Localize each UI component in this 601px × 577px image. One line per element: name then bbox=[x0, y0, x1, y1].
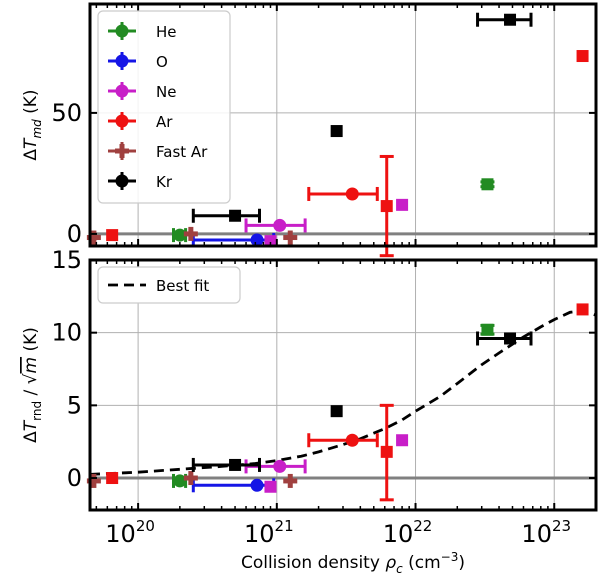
x-tick-exponent: 21 bbox=[275, 517, 294, 535]
bottom-legend: Best fit bbox=[97, 266, 241, 304]
bottom-series-kr bbox=[191, 331, 533, 472]
x-tick-label: 1022 bbox=[383, 517, 433, 548]
best-fit-line bbox=[89, 309, 597, 476]
data-point bbox=[330, 125, 343, 138]
bottom-series-o bbox=[191, 478, 276, 493]
legend-box bbox=[97, 266, 241, 304]
data-point-v bbox=[91, 473, 97, 488]
symbol: T bbox=[21, 137, 41, 149]
top-series-fast-ar bbox=[86, 226, 298, 245]
symbol: T bbox=[21, 419, 41, 431]
data-point bbox=[250, 233, 264, 247]
legend-label: O bbox=[156, 53, 168, 71]
data-point bbox=[273, 459, 287, 473]
x-tick-exponent: 23 bbox=[552, 517, 571, 535]
bottom-series-fast-ar bbox=[86, 471, 298, 488]
data-point bbox=[273, 218, 287, 232]
symbol: ρ bbox=[385, 553, 396, 573]
bottom-series-ar bbox=[106, 303, 589, 502]
data-point bbox=[396, 434, 409, 447]
legend-label: Best fit bbox=[156, 277, 209, 295]
top-y-axis-label: ΔTmd (K) bbox=[21, 89, 44, 160]
data-point bbox=[576, 303, 589, 316]
unit: / √ bbox=[21, 373, 41, 401]
x-tick-label: 1023 bbox=[521, 517, 571, 548]
data-point-v bbox=[287, 230, 293, 245]
data-point bbox=[504, 13, 517, 26]
data-point bbox=[250, 478, 264, 492]
bottom-series-ne bbox=[244, 434, 409, 493]
data-point bbox=[576, 50, 589, 63]
legend-marker bbox=[115, 54, 129, 68]
legend-marker bbox=[115, 114, 129, 128]
top-series-he bbox=[172, 178, 495, 243]
bottom-series-he bbox=[172, 323, 495, 488]
x-axis-label: Collision density ρc (cm−3) bbox=[241, 550, 465, 576]
data-point-v bbox=[91, 230, 97, 245]
legend-marker bbox=[115, 24, 129, 38]
x-tick-exponent: 20 bbox=[136, 517, 155, 535]
data-point bbox=[173, 228, 187, 242]
legend-label: He bbox=[156, 23, 177, 41]
y-tick-label: 5 bbox=[67, 391, 82, 419]
y-tick-label: 50 bbox=[51, 99, 82, 127]
data-point bbox=[504, 332, 517, 345]
data-point-v bbox=[287, 473, 293, 488]
data-point bbox=[345, 187, 359, 201]
subscript: rnd bbox=[30, 401, 44, 421]
mass: m bbox=[21, 357, 41, 374]
data-point bbox=[229, 458, 242, 471]
data-point bbox=[264, 235, 277, 248]
y-tick-label: 0 bbox=[67, 464, 82, 492]
data-point bbox=[481, 323, 494, 336]
unit: (cm bbox=[403, 553, 441, 573]
data-point bbox=[330, 405, 343, 418]
data-point bbox=[106, 472, 119, 485]
x-tick-label: 1020 bbox=[105, 517, 155, 548]
subscript: c bbox=[396, 562, 403, 576]
legend-label: Ne bbox=[156, 83, 176, 101]
data-point bbox=[396, 198, 409, 211]
legend-label: Fast Ar bbox=[156, 143, 208, 161]
top-legend: He O Ne Ar Fast Ar Kr bbox=[97, 10, 231, 204]
data-point bbox=[173, 474, 187, 488]
top-series-ar bbox=[106, 50, 589, 258]
data-point bbox=[380, 445, 393, 458]
unit: (K) bbox=[21, 89, 41, 119]
unit: ) bbox=[458, 553, 465, 573]
x-tick-label: 1021 bbox=[244, 517, 294, 548]
bottom-y-axis-label: ΔTrnd / √m (K) bbox=[21, 327, 44, 443]
legend-marker bbox=[115, 84, 129, 98]
legend-marker-v bbox=[119, 144, 125, 158]
y-tick-label: 0 bbox=[67, 220, 82, 248]
top-panel: 0 50 ΔTmd (K) He O Ne Ar Fast Ar Kr bbox=[21, 2, 598, 258]
x-tick-exponent: 22 bbox=[413, 517, 432, 535]
y-tick-label: 10 bbox=[51, 319, 82, 347]
bottom-panel: 0 5 10 15 1020 1021 1022 1023 ΔTrnd / √m (K) Coll… bbox=[21, 246, 598, 576]
data-point bbox=[345, 433, 359, 447]
top-series-kr bbox=[191, 12, 533, 223]
legend-label: Kr bbox=[156, 173, 173, 191]
y-tick-label: 15 bbox=[51, 246, 82, 274]
data-point bbox=[481, 178, 494, 191]
data-point-v bbox=[188, 471, 194, 486]
legend-box bbox=[97, 10, 231, 204]
legend-marker bbox=[115, 174, 129, 188]
data-point bbox=[229, 209, 242, 222]
data-point bbox=[264, 480, 277, 493]
data-point bbox=[380, 200, 393, 213]
data-point-v bbox=[188, 226, 194, 241]
data-point bbox=[106, 229, 119, 242]
subscript: md bbox=[30, 119, 44, 139]
legend-label: Ar bbox=[156, 113, 173, 131]
superscript: −3 bbox=[441, 550, 459, 564]
top-series-ne bbox=[244, 198, 409, 248]
unit: (K) bbox=[21, 327, 41, 357]
